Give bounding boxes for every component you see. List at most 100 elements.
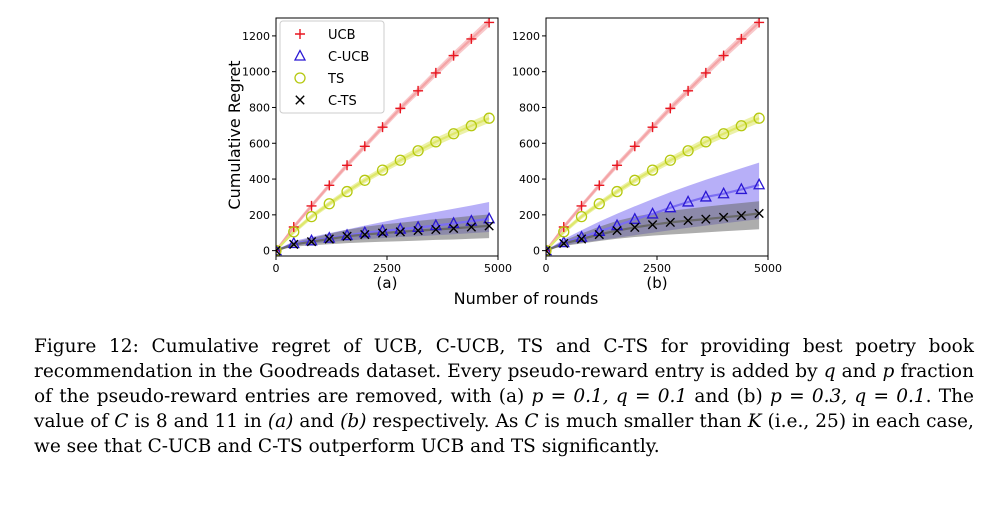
ucb-point bbox=[377, 122, 388, 133]
caption-math: q bbox=[823, 361, 836, 382]
figure: 0 200 400 600 800 1000 1200 0 2500 5000 (a) 0 200 40… bbox=[225, 17, 782, 308]
ts-point bbox=[629, 174, 641, 186]
x-tick-label: 0 bbox=[543, 262, 550, 275]
ts-point bbox=[682, 145, 694, 157]
ucb-point bbox=[359, 141, 370, 152]
ucb-point bbox=[342, 160, 353, 171]
c-ts-point bbox=[342, 231, 352, 242]
ts-point bbox=[412, 145, 424, 157]
c-ucb-line bbox=[546, 183, 760, 252]
c-ts-point bbox=[546, 245, 551, 256]
y-tick-label: 600 bbox=[519, 137, 540, 150]
ts-point bbox=[664, 154, 676, 166]
caption-text: and bbox=[299, 411, 335, 432]
ts-point bbox=[430, 136, 442, 148]
y-tick-label: 800 bbox=[519, 101, 540, 114]
ts-point bbox=[593, 198, 605, 210]
caption-text: is much smaller than bbox=[544, 411, 742, 432]
caption-label: Figure 12: bbox=[34, 336, 139, 357]
c-ucb-point bbox=[546, 243, 553, 256]
c-ucb-point bbox=[628, 212, 641, 224]
c-ts-point bbox=[736, 210, 747, 221]
legend-entry: TS bbox=[327, 72, 344, 87]
ts-point bbox=[735, 120, 748, 132]
legend: UCB C-UCB TS C-TS bbox=[279, 20, 385, 114]
c-ts-point bbox=[683, 215, 693, 226]
y-tick-label: 0 bbox=[263, 245, 270, 258]
ts-point bbox=[323, 198, 335, 210]
ucb-point bbox=[612, 160, 623, 171]
caption-math: p = 0.3, q = 0.1 bbox=[769, 386, 926, 407]
y-axis-label: Cumulative Regret bbox=[225, 60, 244, 209]
ucb-point bbox=[665, 103, 676, 114]
ucb-markers bbox=[276, 18, 495, 256]
y-tick-label: 1000 bbox=[242, 66, 270, 79]
legend-entry: C-TS bbox=[328, 94, 357, 109]
c-ts-markers bbox=[276, 221, 494, 256]
ts-point bbox=[376, 164, 389, 176]
c-ucb-point bbox=[465, 214, 478, 226]
y-tick-label: 800 bbox=[249, 101, 270, 114]
c-ts-point bbox=[448, 223, 459, 234]
legend-entry: C-UCB bbox=[328, 50, 369, 65]
c-ts-point bbox=[289, 239, 299, 250]
y-tick-label: 200 bbox=[249, 209, 270, 222]
caption-math: K bbox=[747, 411, 762, 432]
legend-entry: UCB bbox=[328, 28, 356, 43]
ts-point bbox=[276, 244, 282, 256]
caption-text: fraction of the pseudo-reward entries ar… bbox=[34, 361, 974, 407]
ts-point bbox=[575, 210, 588, 223]
ts-markers bbox=[276, 112, 495, 256]
caption-math: C bbox=[524, 411, 539, 432]
ts-point bbox=[394, 154, 406, 166]
c-ucb-point bbox=[753, 177, 766, 190]
panel-label: (a) bbox=[377, 274, 398, 292]
x-tick-label: 2500 bbox=[643, 262, 671, 275]
ts-point bbox=[359, 174, 371, 186]
ts-point bbox=[646, 164, 659, 176]
y-tick-label: 0 bbox=[533, 245, 540, 258]
ts-point bbox=[341, 185, 353, 198]
x-tick-label: 5000 bbox=[484, 262, 512, 275]
ucb-point bbox=[629, 141, 640, 152]
ucb-point bbox=[324, 180, 335, 191]
caption-text: and bbox=[841, 361, 877, 382]
ucb-point bbox=[576, 200, 587, 211]
y-tick-label: 400 bbox=[519, 173, 540, 186]
caption-math: p = 0.1, q = 0.1 bbox=[531, 386, 688, 407]
ts-point bbox=[305, 210, 318, 223]
ucb-markers bbox=[546, 18, 765, 256]
ts-point bbox=[465, 120, 478, 132]
c-ts-point bbox=[612, 225, 622, 236]
ucb-point bbox=[306, 200, 317, 211]
c-ucb-point bbox=[664, 200, 677, 213]
ucb-point bbox=[700, 67, 711, 78]
c-ts-point bbox=[594, 229, 604, 240]
c-ucb-point bbox=[735, 182, 748, 195]
ucb-point bbox=[594, 180, 605, 191]
ucb-point bbox=[448, 50, 459, 61]
c-ucb-point bbox=[682, 195, 695, 207]
legend-box bbox=[279, 20, 385, 114]
y-tick-label: 600 bbox=[249, 137, 270, 150]
ts-markers bbox=[546, 112, 765, 256]
ucb-point bbox=[466, 33, 477, 44]
y-tick-label: 400 bbox=[249, 173, 270, 186]
panel-a: 0 200 400 600 800 1000 1200 0 2500 5000 (a) bbox=[242, 17, 512, 292]
c-ts-point bbox=[576, 234, 587, 244]
ts-legend-marker bbox=[294, 72, 306, 84]
c-ts-point bbox=[647, 219, 658, 230]
c-ts-point bbox=[324, 234, 334, 244]
y-tick-label: 200 bbox=[519, 209, 540, 222]
c-ts-point bbox=[431, 224, 441, 235]
ts-point bbox=[288, 226, 300, 238]
ucb-legend-marker bbox=[295, 29, 305, 39]
caption-text: respectively. As bbox=[372, 411, 519, 432]
caption-math: C bbox=[114, 411, 129, 432]
c-ts-band bbox=[546, 201, 760, 251]
panel-b: 0 200 400 600 800 1000 1200 0 2500 5000 (b) bbox=[512, 17, 782, 292]
c-ts-markers bbox=[546, 208, 764, 256]
c-ts-point bbox=[360, 229, 370, 240]
x-tick-label: 5000 bbox=[754, 262, 782, 275]
plot-area bbox=[276, 18, 496, 256]
